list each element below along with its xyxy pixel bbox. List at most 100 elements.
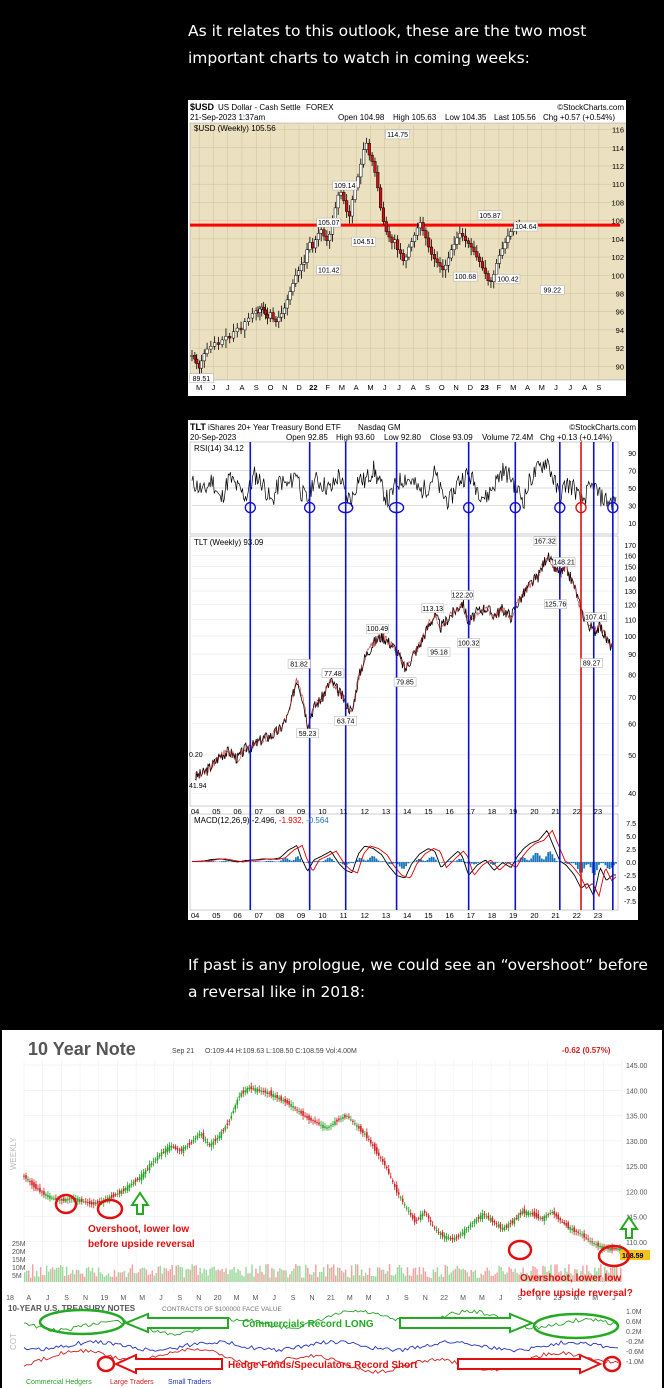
ten-year-volume-bar [590, 1273, 592, 1282]
usd-candle [455, 237, 459, 245]
ten-year-volume-bar [498, 1265, 500, 1282]
ten-year-candle [382, 1158, 384, 1162]
ten-year-candle [501, 1227, 504, 1230]
ten-year-candle [114, 1194, 117, 1196]
usd-candle [345, 200, 349, 212]
usd-x-tick: J [568, 383, 572, 392]
tlt-macd-histogram-bar [367, 859, 369, 862]
ten-year-volume-bar [516, 1272, 518, 1282]
tlt-macd-legend-signal: -1.932, [277, 816, 304, 825]
ten-year-candle [587, 1238, 589, 1240]
tlt-x-tick-mid: 18 [488, 807, 496, 816]
tlt-x-tick-bottom: 11 [340, 911, 348, 920]
ten-year-volume-bar [606, 1270, 608, 1282]
usd-y-tick: 110 [612, 180, 624, 189]
tlt-macd-histogram-bar [377, 860, 380, 862]
tlt-rsi-oversold-circle [607, 501, 619, 514]
tlt-x-tick-bottom: 12 [361, 911, 369, 920]
ten-year-volume-bar [432, 1269, 435, 1282]
ten-year-volume-tick: 10M [12, 1265, 26, 1272]
ten-year-volume-bar [39, 1267, 42, 1282]
ten-year-candle [198, 1133, 201, 1136]
ten-year-candle [374, 1143, 376, 1151]
ten-year-candle [481, 1213, 484, 1220]
ten-year-volume-bar [73, 1274, 76, 1282]
usd-candle [424, 230, 428, 239]
ten-year-volume-bar [410, 1276, 413, 1282]
ten-year-volume-bar [229, 1269, 231, 1282]
tlt-macd-histogram-bar [564, 862, 567, 864]
tlt-macd-histogram-bar [316, 860, 318, 862]
ten-year-volume-bar [37, 1276, 40, 1282]
usd-price-label-box [316, 217, 341, 228]
ten-year-candle [453, 1238, 456, 1241]
commercials-note: Commercials Record LONG [242, 1319, 374, 1330]
ten-year-volume-bar [564, 1268, 566, 1282]
ten-year-volume-bar [382, 1269, 385, 1282]
ten-year-candle [310, 1117, 312, 1121]
tlt-macd-histogram-bar [568, 862, 571, 864]
ten-year-candle [332, 1123, 334, 1125]
ten-year-volume-bar [500, 1267, 502, 1282]
ten-year-volume-bar [518, 1274, 520, 1282]
usd-candle [220, 339, 224, 345]
ten-year-y-tick: 125.00 [626, 1164, 648, 1171]
tlt-price-line-down [194, 555, 614, 780]
ten-year-volume-bar [117, 1272, 120, 1282]
ten-year-volume-bar [303, 1277, 305, 1282]
ten-year-candle [575, 1230, 577, 1232]
ten-year-candle [208, 1144, 211, 1146]
tlt-macd-tick: -5.0 [624, 886, 636, 893]
usd-y-tick: 116 [612, 126, 624, 135]
tlt-macd-histogram-bar [589, 862, 592, 868]
ten-year-volume-bar [125, 1276, 128, 1282]
usd-candle [216, 342, 220, 345]
ten-year-candle [39, 1187, 41, 1192]
ten-year-volume-bar [492, 1275, 494, 1282]
ten-year-volume-bar [167, 1271, 170, 1282]
usd-candle [313, 239, 318, 249]
ten-year-candle [234, 1105, 237, 1110]
tlt-x-tick-bottom: 09 [297, 911, 305, 920]
ten-year-candle [96, 1200, 99, 1204]
ten-year-volume-bar [255, 1268, 257, 1282]
tlt-price-tick: 110 [625, 618, 636, 625]
ten-year-volume-bar [618, 1277, 620, 1282]
tlt-open: Open 92.85 [286, 433, 328, 442]
tlt-chart: TLT iShares 20+ Year Treasury Bond ETF N… [188, 420, 638, 920]
ten-year-volume-bar [213, 1266, 215, 1282]
usd-candle [350, 199, 354, 217]
tlt-macd-histogram-bar [220, 861, 223, 862]
usd-candle [243, 321, 247, 331]
tlt-macd-histogram-bar [460, 858, 463, 862]
usd-y-tick: 100 [611, 271, 624, 280]
tlt-macd-histogram-bar [371, 856, 374, 862]
tlt-x-tick-mid: 22 [573, 807, 581, 816]
tlt-macd-histogram-bar [345, 862, 348, 865]
ten-year-volume-bar [524, 1275, 526, 1282]
usd-x-tick: M [539, 383, 545, 392]
tlt-macd-histogram-bar [373, 856, 376, 862]
usd-open: Open 104.98 [338, 113, 385, 122]
ten-year-volume-bar [510, 1268, 512, 1282]
ten-year-volume-bar [151, 1270, 154, 1282]
last-price-tag [620, 1250, 650, 1260]
ten-year-volume-bar [608, 1272, 610, 1282]
ten-year-candle [393, 1184, 396, 1187]
tlt-macd-histogram-bar [214, 861, 217, 862]
overshoot-circle-2023 [597, 1244, 631, 1268]
ten-year-candle [366, 1132, 368, 1139]
ten-year-volume-bar [610, 1268, 612, 1282]
tlt-x-tick-mid: 21 [551, 807, 559, 816]
usd-candle [294, 275, 298, 284]
tlt-x-tick-bottom: 15 [424, 911, 432, 920]
usd-candle [379, 187, 383, 209]
ten-year-candle [176, 1147, 179, 1150]
ten-year-candle [465, 1229, 468, 1231]
tlt-x-tick-mid: 09 [297, 807, 305, 816]
ten-year-volume-bar [291, 1271, 293, 1282]
usd-candle [311, 242, 315, 249]
ten-year-volume-bar [616, 1265, 618, 1282]
ten-year-volume-bar [400, 1267, 403, 1282]
ten-year-volume-bar [358, 1275, 361, 1282]
